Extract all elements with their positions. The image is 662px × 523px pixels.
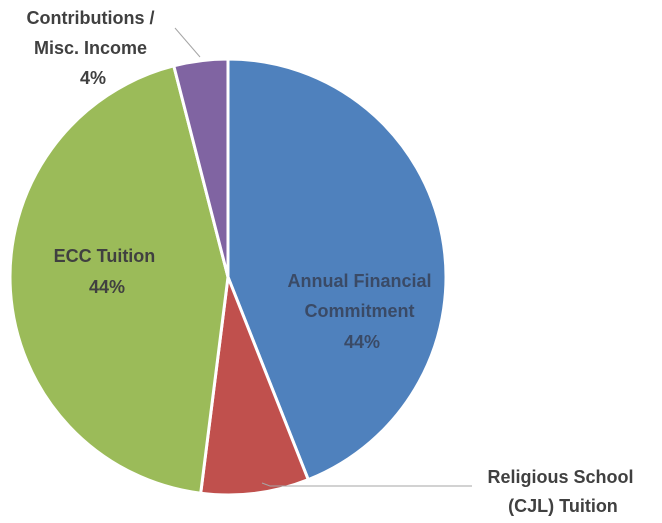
label-line: Annual Financial — [287, 271, 431, 291]
pie-slice-3 — [172, 57, 230, 279]
slice-label-religious-school-tuition: Religious School (CJL) Tuition — [487, 467, 638, 516]
leader-line-1 — [174, 27, 201, 58]
value-label: 4% — [80, 68, 106, 88]
pie-slice-0 — [226, 57, 448, 482]
leader-line-0 — [261, 482, 472, 487]
label-line: ECC Tuition — [54, 246, 156, 266]
value-label: 44% — [89, 277, 125, 297]
label-line: Religious School — [487, 467, 633, 487]
value-label: 44% — [344, 332, 380, 352]
slice-label-contributions-misc-income: Contributions / Misc. Income 4% — [27, 8, 160, 88]
label-line: (CJL) Tuition — [508, 496, 618, 516]
pie-slice-1 — [199, 275, 310, 497]
slice-label-ecc-tuition: ECC Tuition 44% — [54, 246, 161, 297]
slice-label-annual-financial-commitment: Annual Financial Commitment 44% — [287, 271, 436, 352]
label-line: Misc. Income — [34, 38, 147, 58]
leader-lines — [174, 27, 472, 487]
pie-slice-2 — [8, 64, 230, 495]
pie-slices — [8, 57, 448, 497]
label-line: Contributions / — [27, 8, 155, 28]
label-line: Commitment — [304, 301, 414, 321]
